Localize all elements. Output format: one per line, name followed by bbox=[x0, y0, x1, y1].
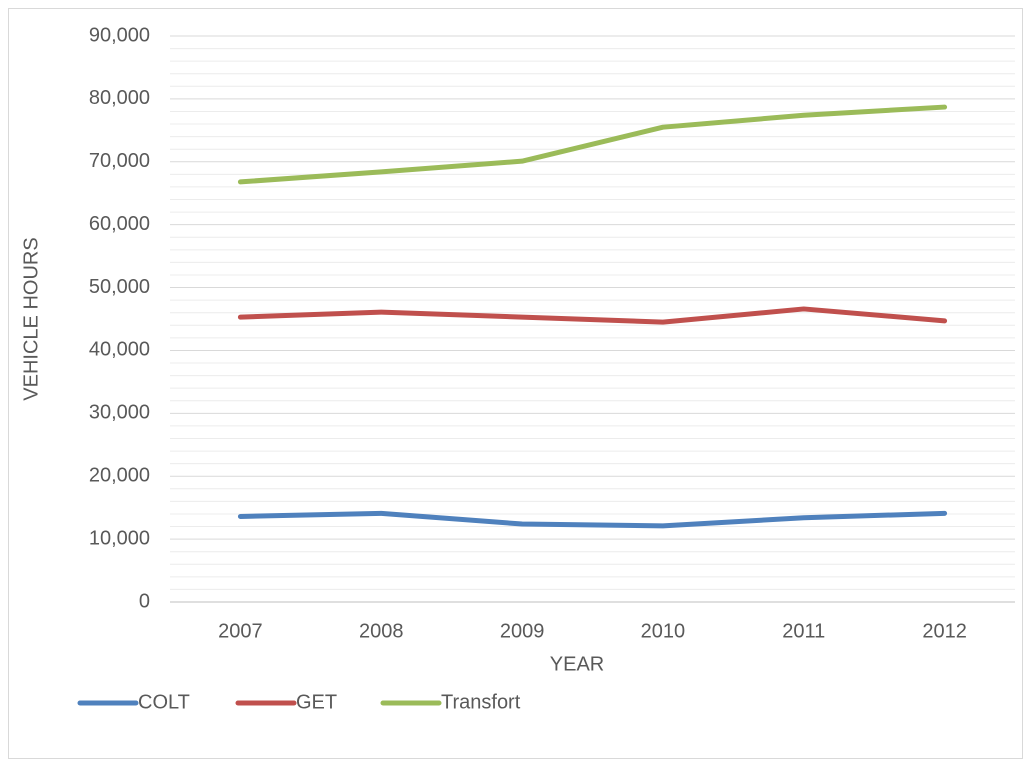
y-tick-label: 80,000 bbox=[89, 87, 150, 109]
x-tick-label: 2011 bbox=[782, 620, 825, 642]
chart-frame bbox=[8, 8, 1023, 759]
y-tick-label: 60,000 bbox=[89, 213, 150, 235]
x-tick-label: 2012 bbox=[922, 620, 967, 642]
x-tick-label: 2009 bbox=[500, 620, 545, 642]
y-tick-label: 90,000 bbox=[89, 24, 150, 46]
series-line bbox=[237, 510, 948, 529]
x-tick-label: 2007 bbox=[218, 620, 263, 642]
legend-label: Transfort bbox=[441, 691, 521, 713]
y-tick-label: 10,000 bbox=[89, 527, 150, 549]
series-line bbox=[237, 104, 948, 185]
x-tick-label: 2008 bbox=[359, 620, 404, 642]
legend-label: GET bbox=[296, 691, 337, 713]
y-tick-label: 20,000 bbox=[89, 465, 150, 487]
x-tick-label: 2010 bbox=[641, 620, 686, 642]
y-axis-title: VEHICLE HOURS bbox=[20, 237, 42, 400]
legend-label: COLT bbox=[138, 691, 190, 713]
y-tick-label: 30,000 bbox=[89, 402, 150, 424]
y-tick-label: 50,000 bbox=[89, 276, 150, 298]
x-axis-title: YEAR bbox=[550, 653, 604, 675]
series-line bbox=[237, 306, 948, 325]
y-tick-label: 70,000 bbox=[89, 150, 150, 172]
y-tick-label: 40,000 bbox=[89, 339, 150, 361]
y-tick-label: 0 bbox=[139, 590, 150, 612]
